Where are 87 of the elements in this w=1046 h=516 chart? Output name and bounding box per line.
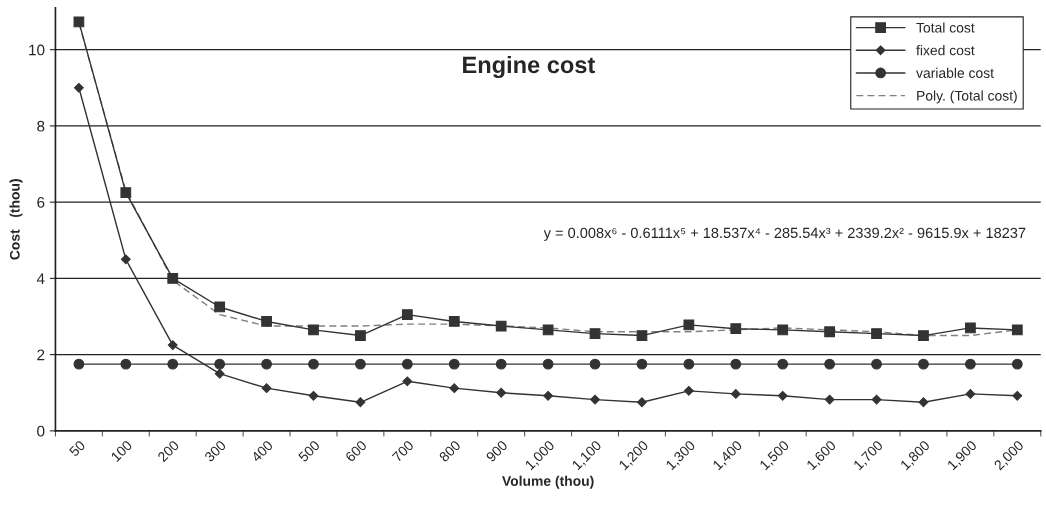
point: [167, 340, 178, 351]
point: [167, 273, 179, 284]
point: [589, 358, 601, 370]
x-tick-label: 300: [203, 439, 227, 463]
point: [730, 388, 741, 399]
point: [495, 320, 507, 332]
point: [261, 316, 272, 327]
point: [308, 324, 319, 336]
point: [965, 322, 976, 334]
point: [120, 254, 131, 265]
point: [261, 358, 272, 370]
point: [120, 358, 132, 370]
point: [871, 394, 882, 405]
point: [636, 330, 648, 341]
point: [167, 358, 179, 370]
point: [1012, 390, 1023, 401]
point: [261, 383, 272, 394]
point: [636, 358, 648, 370]
point: [777, 324, 789, 336]
y-tick-label: 2: [37, 349, 45, 361]
legend-label: fixed cost: [916, 45, 975, 56]
x-tick-label: 800: [438, 439, 462, 463]
point: [542, 324, 554, 336]
point: [918, 358, 929, 370]
y-tick-label: 10: [29, 44, 45, 56]
y-tick-label: 0: [37, 425, 45, 437]
point: [918, 330, 929, 341]
point: [1011, 358, 1023, 370]
point: [1011, 324, 1023, 336]
text: Engine cost: [463, 55, 596, 79]
legend-label: Total cost: [916, 22, 975, 33]
annotation: y = 0.008x⁶ - 0.6111x⁵ + 18.537x⁴ - 285.54x³ + 2339.2x² - 9615.9x + 18237: [543, 227, 1026, 241]
x-tick-label: 700: [391, 439, 415, 463]
legend-label: variable cost: [916, 67, 994, 78]
x-tick-label: 400: [250, 439, 274, 463]
point: [495, 358, 507, 370]
point: [214, 301, 226, 313]
point: [683, 319, 695, 331]
point: [777, 390, 788, 401]
point: [637, 397, 647, 408]
x-tick-label: 500: [297, 439, 321, 463]
point: [73, 82, 84, 93]
point: [308, 390, 319, 401]
x-tick-label: 50: [68, 439, 86, 457]
point: [730, 358, 742, 370]
point: [401, 309, 413, 320]
point: [824, 358, 836, 370]
point: [730, 323, 742, 335]
point: [589, 328, 601, 340]
point: [120, 187, 132, 198]
point: [355, 358, 366, 370]
point: [683, 385, 694, 396]
y-tick-label: 6: [37, 197, 45, 208]
point: [777, 358, 789, 370]
point: [542, 358, 554, 370]
y-tick-label: 4: [36, 273, 45, 284]
point: [824, 326, 836, 338]
x-tick-label: 200: [157, 439, 180, 463]
x-tick-label: 600: [344, 439, 368, 463]
point: [73, 358, 85, 370]
point: [824, 394, 835, 405]
legend-label: Poly. (Total cost): [917, 90, 1017, 104]
point: [543, 390, 554, 401]
point: [448, 358, 460, 370]
x-tick-label: 100: [110, 439, 133, 463]
y-tick-label: 8: [37, 120, 45, 132]
point: [918, 397, 929, 408]
x-tick-label: 900: [485, 439, 509, 463]
point: [401, 358, 413, 370]
point: [965, 388, 976, 399]
point: [871, 358, 882, 370]
point: [402, 376, 413, 387]
point: [308, 358, 319, 370]
y-axis-title: Cost (thou): [9, 179, 23, 260]
point: [73, 16, 85, 28]
point: [214, 358, 226, 370]
point: [355, 397, 366, 408]
point: [496, 387, 507, 398]
point: [965, 358, 976, 370]
point: [590, 394, 600, 405]
point: [355, 330, 366, 341]
point: [871, 328, 882, 340]
point: [214, 368, 225, 379]
point: [448, 316, 460, 327]
x-axis-title: Volume (thou): [502, 475, 594, 489]
point: [449, 383, 460, 394]
point: [683, 358, 695, 370]
